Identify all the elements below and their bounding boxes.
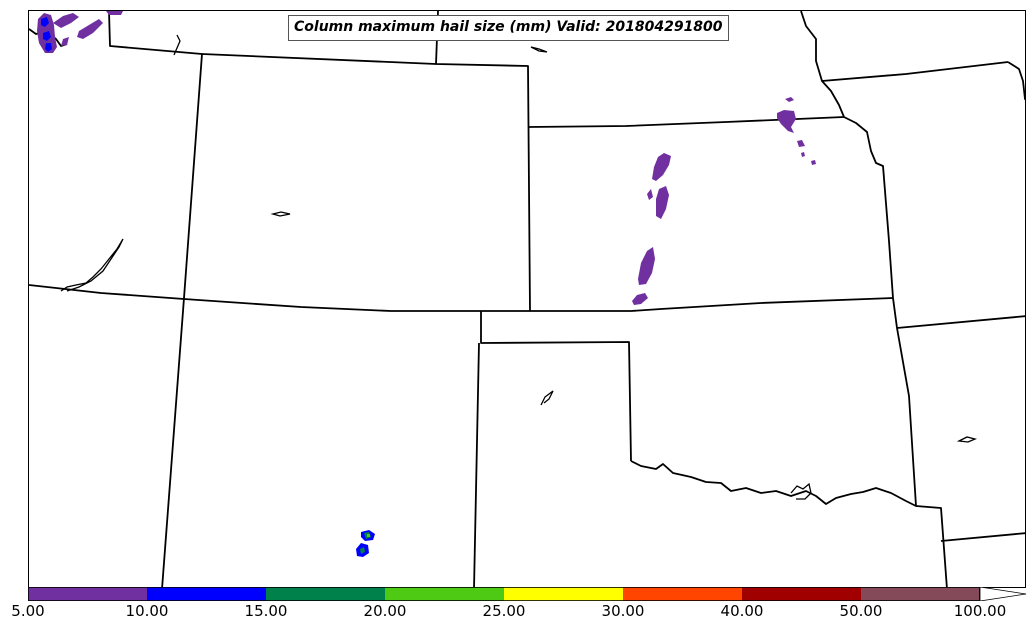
boundary-line bbox=[843, 116, 894, 299]
hail-cell bbox=[367, 534, 370, 537]
boundary-line bbox=[480, 311, 632, 462]
hail-cell bbox=[41, 17, 49, 27]
boundary-line bbox=[29, 284, 894, 312]
hail-cell bbox=[652, 153, 671, 181]
colorbar-bin bbox=[504, 587, 623, 601]
boundary-line bbox=[1007, 61, 1025, 101]
hail-cell bbox=[632, 293, 648, 305]
boundary-line bbox=[896, 315, 1025, 329]
hail-cell bbox=[647, 189, 653, 200]
boundary-line bbox=[527, 116, 845, 128]
river-outline bbox=[956, 436, 978, 443]
map-canvas bbox=[29, 11, 1025, 587]
river-outline bbox=[540, 390, 554, 406]
hail-cell bbox=[53, 13, 79, 28]
colorbar-bin bbox=[266, 587, 385, 601]
lake-outline bbox=[270, 211, 291, 217]
colorbar-tick-label: 100.00 bbox=[953, 602, 1007, 620]
colorbar-tick-label: 25.00 bbox=[482, 602, 526, 620]
river-outline bbox=[60, 238, 124, 292]
hail-cell bbox=[801, 152, 805, 157]
river-outline bbox=[790, 482, 812, 500]
colorbar-tick-label: 5.00 bbox=[11, 602, 45, 620]
hail-cell bbox=[797, 140, 805, 147]
boundary-line bbox=[821, 61, 1009, 82]
colorbar-outline bbox=[28, 587, 980, 601]
boundary-line bbox=[201, 53, 437, 65]
boundary-line bbox=[940, 532, 1025, 542]
colorbar-tick-label: 30.00 bbox=[601, 602, 645, 620]
state-boundaries bbox=[29, 11, 1025, 587]
river-outline bbox=[173, 34, 181, 56]
hail-cell bbox=[777, 110, 796, 133]
hail-cell bbox=[43, 31, 51, 41]
boundary-line bbox=[473, 342, 480, 587]
hail-cell bbox=[360, 547, 365, 554]
colorbar-extension bbox=[979, 587, 1027, 601]
hail-colorbar bbox=[28, 587, 1027, 601]
boundary-line bbox=[630, 460, 917, 507]
map-title: Column maximum hail size (mm) Valid: 201… bbox=[288, 15, 729, 41]
colorbar-tick-label: 50.00 bbox=[839, 602, 883, 620]
boundary-line bbox=[435, 11, 531, 312]
hail-cell bbox=[656, 186, 669, 219]
hail-cell bbox=[785, 97, 794, 102]
hail-contours bbox=[37, 11, 816, 557]
colorbar-tick-label: 40.00 bbox=[720, 602, 764, 620]
hail-cell bbox=[61, 37, 69, 46]
map-panel[interactable] bbox=[28, 10, 1026, 588]
hail-cell bbox=[106, 11, 123, 15]
colorbar-bin bbox=[742, 587, 861, 601]
colorbar-bin bbox=[28, 587, 147, 601]
hail-cell bbox=[638, 247, 655, 285]
lake-outline bbox=[530, 46, 548, 53]
colorbar-bin bbox=[147, 587, 266, 601]
hail-cell bbox=[77, 19, 103, 39]
hail-cell bbox=[45, 43, 52, 52]
colorbar-tick-label: 20.00 bbox=[363, 602, 407, 620]
colorbar-tick-label: 10.00 bbox=[125, 602, 169, 620]
colorbar-bin bbox=[623, 587, 742, 601]
boundary-line bbox=[892, 297, 948, 587]
water-bodies bbox=[60, 34, 978, 500]
colorbar-canvas bbox=[28, 587, 1027, 601]
colorbar-tick-label: 15.00 bbox=[244, 602, 288, 620]
colorbar-bin bbox=[385, 587, 504, 601]
hail-cell bbox=[811, 160, 816, 165]
boundary-line bbox=[800, 11, 845, 118]
colorbar-bin bbox=[861, 587, 980, 601]
